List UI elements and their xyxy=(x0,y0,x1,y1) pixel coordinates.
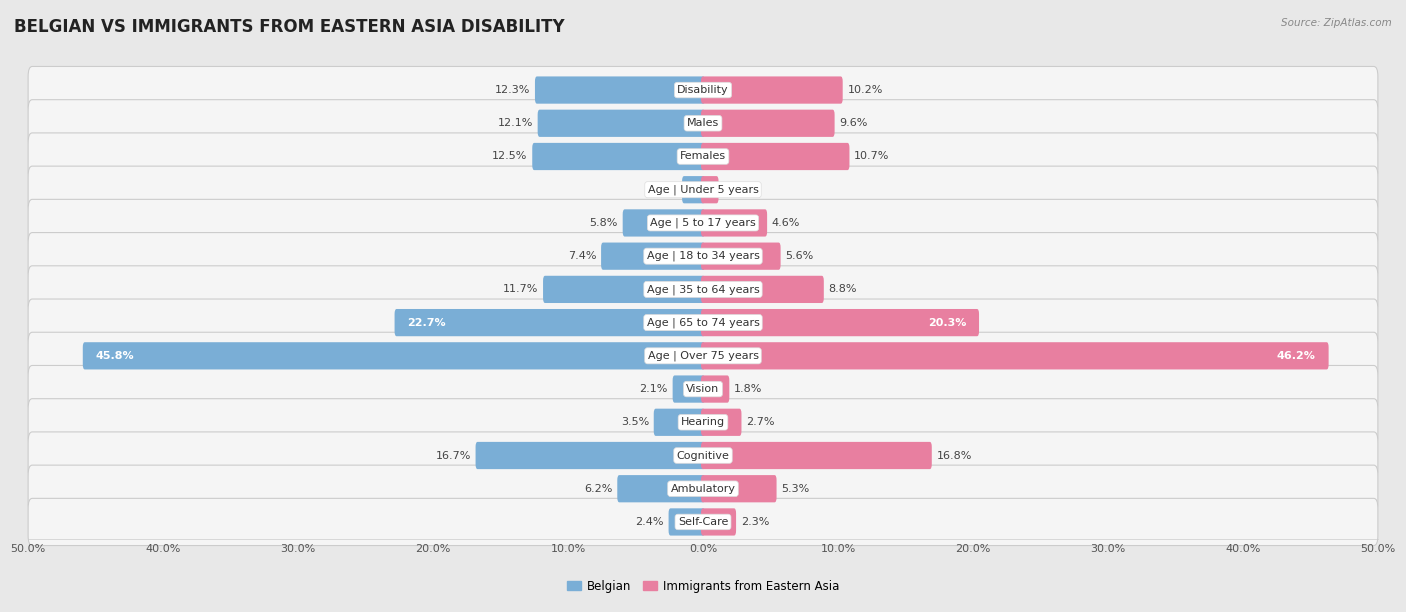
FancyBboxPatch shape xyxy=(28,67,1378,114)
Text: 46.2%: 46.2% xyxy=(1277,351,1316,361)
Text: 12.3%: 12.3% xyxy=(495,85,530,95)
FancyBboxPatch shape xyxy=(702,342,1329,370)
FancyBboxPatch shape xyxy=(702,110,835,137)
FancyBboxPatch shape xyxy=(28,398,1378,446)
FancyBboxPatch shape xyxy=(28,266,1378,313)
Text: 1.4%: 1.4% xyxy=(650,185,678,195)
FancyBboxPatch shape xyxy=(28,233,1378,280)
Text: Self-Care: Self-Care xyxy=(678,517,728,527)
FancyBboxPatch shape xyxy=(702,309,979,336)
FancyBboxPatch shape xyxy=(702,276,824,303)
FancyBboxPatch shape xyxy=(602,242,704,270)
Legend: Belgian, Immigrants from Eastern Asia: Belgian, Immigrants from Eastern Asia xyxy=(562,575,844,598)
Text: 10.2%: 10.2% xyxy=(848,85,883,95)
Text: Females: Females xyxy=(681,152,725,162)
FancyBboxPatch shape xyxy=(702,143,849,170)
Text: 9.6%: 9.6% xyxy=(839,118,868,129)
Text: Age | 65 to 74 years: Age | 65 to 74 years xyxy=(647,318,759,328)
Text: Cognitive: Cognitive xyxy=(676,450,730,460)
FancyBboxPatch shape xyxy=(702,176,718,203)
Text: 10.7%: 10.7% xyxy=(855,152,890,162)
FancyBboxPatch shape xyxy=(623,209,704,237)
Text: Ambulatory: Ambulatory xyxy=(671,483,735,494)
Text: 2.4%: 2.4% xyxy=(636,517,664,527)
Text: 5.8%: 5.8% xyxy=(589,218,619,228)
Text: 2.1%: 2.1% xyxy=(640,384,668,394)
FancyBboxPatch shape xyxy=(28,200,1378,247)
FancyBboxPatch shape xyxy=(395,309,704,336)
Text: Age | Under 5 years: Age | Under 5 years xyxy=(648,184,758,195)
Text: Age | 5 to 17 years: Age | 5 to 17 years xyxy=(650,218,756,228)
FancyBboxPatch shape xyxy=(669,509,704,536)
Text: 3.5%: 3.5% xyxy=(621,417,650,427)
Text: Age | Over 75 years: Age | Over 75 years xyxy=(648,351,758,361)
Text: 12.5%: 12.5% xyxy=(492,152,527,162)
FancyBboxPatch shape xyxy=(28,432,1378,479)
FancyBboxPatch shape xyxy=(672,375,704,403)
Text: 16.7%: 16.7% xyxy=(436,450,471,460)
Text: 22.7%: 22.7% xyxy=(408,318,446,327)
Text: Disability: Disability xyxy=(678,85,728,95)
Text: 16.8%: 16.8% xyxy=(936,450,972,460)
Text: 1.8%: 1.8% xyxy=(734,384,762,394)
Text: 6.2%: 6.2% xyxy=(583,483,613,494)
FancyBboxPatch shape xyxy=(28,498,1378,545)
Text: 11.7%: 11.7% xyxy=(503,285,538,294)
FancyBboxPatch shape xyxy=(83,342,704,370)
Text: 8.8%: 8.8% xyxy=(828,285,858,294)
Text: 7.4%: 7.4% xyxy=(568,251,596,261)
FancyBboxPatch shape xyxy=(702,475,776,502)
FancyBboxPatch shape xyxy=(28,365,1378,412)
Text: 4.6%: 4.6% xyxy=(772,218,800,228)
FancyBboxPatch shape xyxy=(537,110,704,137)
FancyBboxPatch shape xyxy=(702,76,842,103)
FancyBboxPatch shape xyxy=(702,209,768,237)
Text: 2.7%: 2.7% xyxy=(747,417,775,427)
FancyBboxPatch shape xyxy=(28,100,1378,147)
Text: 5.3%: 5.3% xyxy=(782,483,810,494)
Text: Age | 18 to 34 years: Age | 18 to 34 years xyxy=(647,251,759,261)
FancyBboxPatch shape xyxy=(702,509,737,536)
Text: Hearing: Hearing xyxy=(681,417,725,427)
FancyBboxPatch shape xyxy=(654,409,704,436)
Text: 45.8%: 45.8% xyxy=(96,351,134,361)
FancyBboxPatch shape xyxy=(28,133,1378,180)
FancyBboxPatch shape xyxy=(28,166,1378,214)
FancyBboxPatch shape xyxy=(28,332,1378,379)
Text: 20.3%: 20.3% xyxy=(928,318,966,327)
Text: 2.3%: 2.3% xyxy=(741,517,769,527)
FancyBboxPatch shape xyxy=(702,442,932,469)
Text: BELGIAN VS IMMIGRANTS FROM EASTERN ASIA DISABILITY: BELGIAN VS IMMIGRANTS FROM EASTERN ASIA … xyxy=(14,18,565,36)
FancyBboxPatch shape xyxy=(682,176,704,203)
FancyBboxPatch shape xyxy=(702,375,730,403)
Text: Males: Males xyxy=(688,118,718,129)
Text: Age | 35 to 64 years: Age | 35 to 64 years xyxy=(647,284,759,294)
FancyBboxPatch shape xyxy=(702,409,741,436)
FancyBboxPatch shape xyxy=(534,76,704,103)
FancyBboxPatch shape xyxy=(702,242,780,270)
FancyBboxPatch shape xyxy=(475,442,704,469)
FancyBboxPatch shape xyxy=(543,276,704,303)
FancyBboxPatch shape xyxy=(617,475,704,502)
FancyBboxPatch shape xyxy=(533,143,704,170)
Text: Source: ZipAtlas.com: Source: ZipAtlas.com xyxy=(1281,18,1392,28)
Text: Vision: Vision xyxy=(686,384,720,394)
Text: 5.6%: 5.6% xyxy=(786,251,814,261)
FancyBboxPatch shape xyxy=(28,465,1378,512)
FancyBboxPatch shape xyxy=(28,299,1378,346)
Text: 1.0%: 1.0% xyxy=(723,185,751,195)
Text: 12.1%: 12.1% xyxy=(498,118,533,129)
